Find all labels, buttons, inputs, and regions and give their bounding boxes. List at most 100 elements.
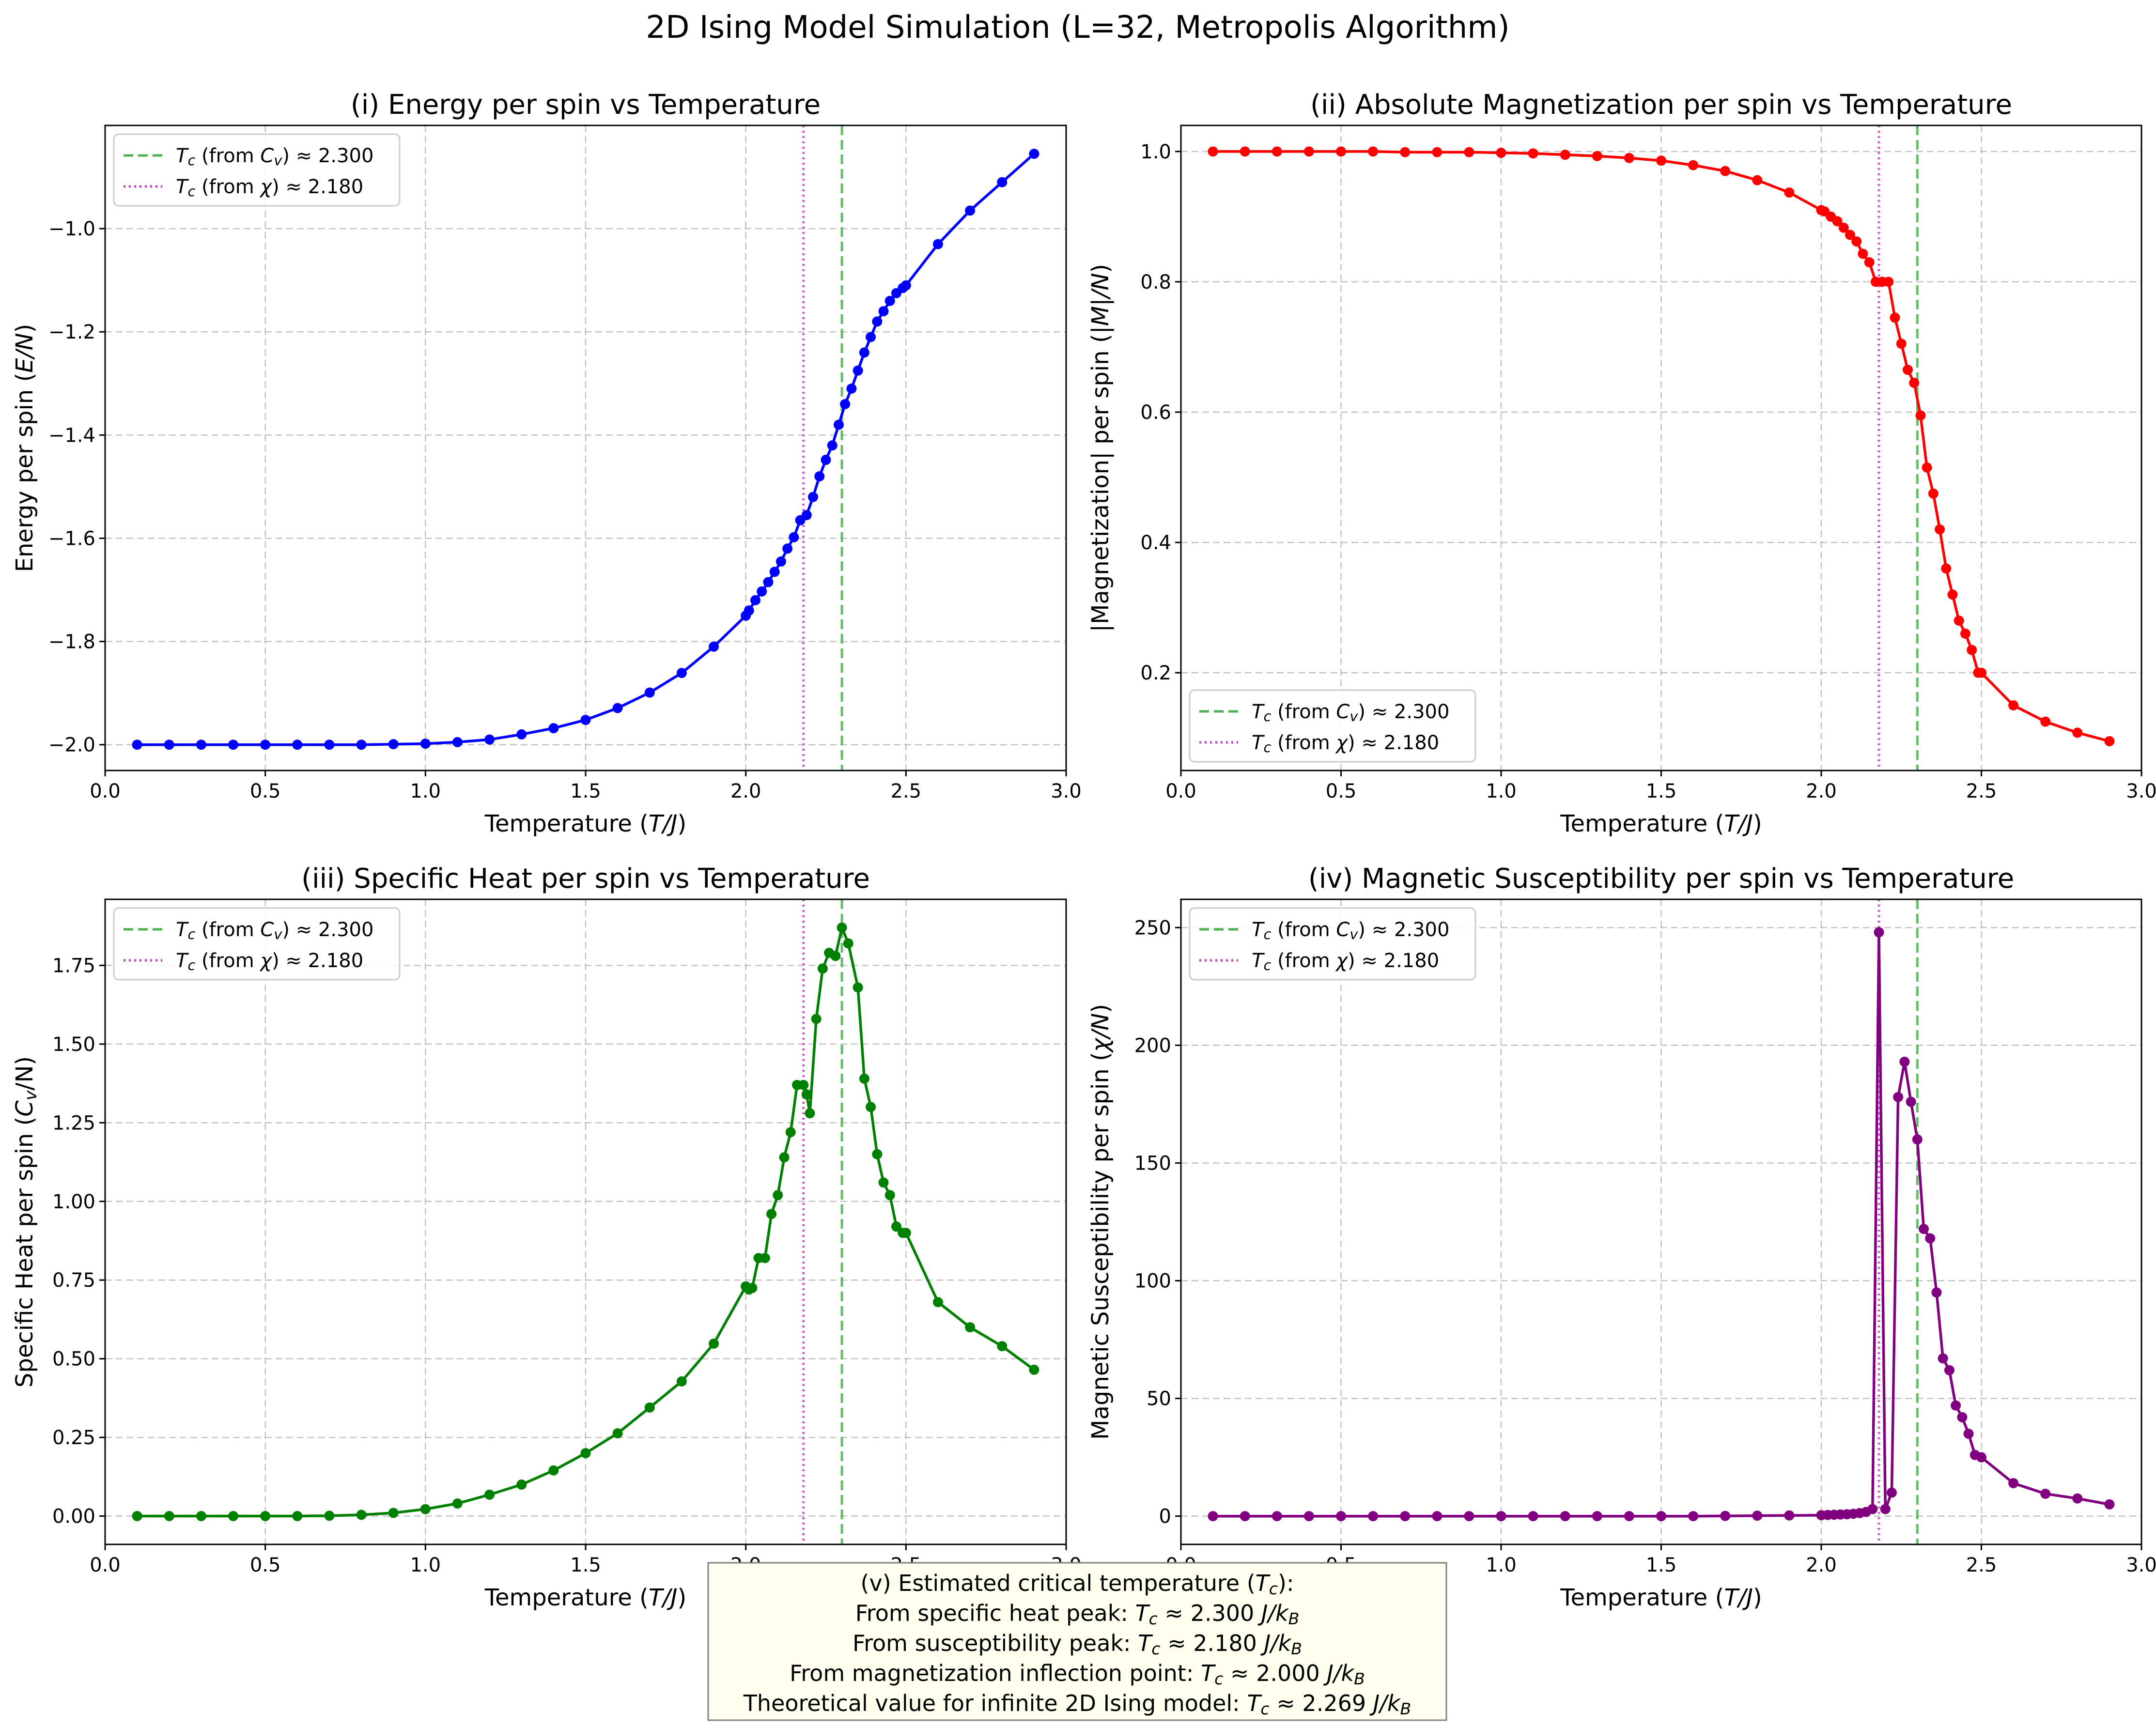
data-point	[833, 419, 844, 430]
data-point	[228, 1511, 239, 1522]
data-point	[132, 1511, 142, 1522]
data-point	[766, 1209, 777, 1219]
data-point	[878, 1177, 889, 1188]
data-point	[843, 938, 853, 949]
x-tick-label: 1.5	[1646, 1554, 1677, 1576]
data-point	[196, 740, 206, 750]
data-point	[965, 1322, 976, 1333]
data-point	[1496, 1511, 1506, 1522]
x-tick-label: 0.0	[90, 1554, 121, 1576]
data-point	[420, 739, 431, 749]
x-tick-label: 3.0	[2126, 780, 2156, 802]
data-point	[763, 577, 774, 587]
data-point	[420, 1504, 431, 1514]
y-axis-label: Energy per spin (E/N)	[11, 324, 38, 572]
data-point	[644, 1402, 655, 1413]
data-point	[891, 1221, 901, 1232]
data-point	[808, 492, 819, 502]
legend-label-tc-cv: Tc​ (from Cv​) ≈ 2.300	[1252, 701, 1449, 724]
data-point	[779, 1152, 790, 1163]
data-point	[1919, 1224, 1929, 1234]
data-point	[1240, 146, 1250, 157]
data-point	[1336, 1511, 1346, 1522]
x-axis-label: Temperature (T/J)	[484, 1584, 686, 1611]
data-point	[196, 1511, 206, 1522]
data-point	[164, 1511, 174, 1522]
data-point	[1922, 462, 1932, 473]
x-tick-label: 2.0	[730, 780, 761, 802]
data-point	[997, 1341, 1008, 1352]
figure-suptitle: 2D Ising Model Simulation (L=32, Metropo…	[646, 10, 1509, 46]
data-point	[132, 740, 142, 750]
data-point	[1858, 248, 1868, 259]
data-point	[1902, 365, 1913, 375]
legend: Tc​ (from Cv​) ≈ 2.300 Tc​ (from χ) ≈ 2.1…	[113, 133, 401, 207]
data-point	[164, 740, 174, 750]
data-point	[757, 586, 767, 597]
data-point	[2104, 1499, 2115, 1510]
data-point	[452, 1498, 463, 1509]
data-point	[866, 1102, 876, 1112]
legend-label-tc-cv: Tc​ (from Cv​) ≈ 2.300	[176, 145, 373, 169]
data-point	[1272, 1511, 1282, 1522]
data-point	[1560, 150, 1570, 160]
textbox-line: From susceptibility peak: Tc​ ≈ 2.180 J/…	[853, 1630, 1302, 1658]
data-point	[2104, 736, 2115, 746]
data-point	[1867, 1504, 1878, 1514]
data-point	[878, 306, 889, 317]
data-point	[1303, 146, 1314, 157]
x-tick-label: 1.5	[570, 780, 601, 802]
data-point	[292, 1511, 303, 1522]
y-tick-label: 0.8	[1140, 271, 1171, 293]
data-point	[750, 595, 761, 605]
y-tick-label: 1.00	[52, 1191, 95, 1213]
data-point	[1976, 667, 1986, 678]
data-point	[612, 703, 623, 713]
y-axis-label: Specific Heat per spin (Cv​/N)	[11, 1056, 41, 1387]
data-point	[965, 205, 976, 216]
data-point	[1432, 1511, 1443, 1522]
data-point	[1624, 1511, 1634, 1522]
x-tick-label: 1.0	[410, 1554, 441, 1576]
data-point	[1909, 377, 1920, 388]
data-point	[388, 739, 399, 750]
data-point	[580, 715, 591, 725]
y-tick-label: 0.2	[1140, 662, 1171, 684]
y-tick-label: −1.8	[48, 631, 95, 653]
y-tick-label: 1.75	[52, 955, 95, 977]
data-point	[747, 1282, 758, 1293]
x-tick-label: 3.0	[1051, 780, 1082, 802]
legend: Tc​ (from Cv​) ≈ 2.300 Tc​ (from χ) ≈ 2.1…	[1189, 907, 1476, 981]
legend-label-tc-cv: Tc​ (from Cv​) ≈ 2.300	[1252, 919, 1449, 942]
data-point	[260, 1511, 271, 1522]
data-point	[776, 556, 786, 567]
data-point	[644, 687, 655, 698]
data-point	[884, 295, 895, 306]
data-point	[1890, 312, 1900, 323]
data-point	[1925, 1233, 1936, 1244]
data-point	[801, 1089, 812, 1100]
data-point	[260, 740, 271, 750]
x-tick-label: 1.0	[1486, 780, 1517, 802]
data-point	[1688, 1511, 1699, 1522]
data-point	[1938, 1353, 1948, 1364]
data-point	[1368, 1511, 1379, 1522]
data-point	[1592, 151, 1602, 161]
data-point	[872, 316, 883, 327]
data-point	[1400, 147, 1411, 157]
data-point	[676, 1376, 687, 1387]
textbox-frame	[707, 1562, 1447, 1721]
data-point	[1963, 1429, 1974, 1439]
data-point	[1864, 257, 1875, 268]
x-tick-label: 1.0	[410, 780, 441, 802]
y-tick-label: 250	[1134, 917, 1171, 939]
data-point	[817, 963, 828, 974]
data-point	[1906, 1096, 1916, 1107]
data-point	[1400, 1511, 1411, 1522]
data-point	[1368, 146, 1379, 157]
data-point	[709, 641, 719, 652]
data-point	[1883, 277, 1894, 287]
data-point	[1960, 628, 1970, 639]
x-tick-label: 1.0	[1486, 1554, 1517, 1576]
